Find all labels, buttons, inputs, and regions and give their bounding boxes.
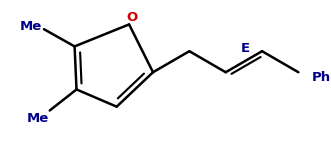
- Text: Ph: Ph: [312, 71, 331, 84]
- Text: Me: Me: [27, 112, 49, 125]
- Text: Me: Me: [20, 20, 42, 33]
- Text: O: O: [126, 11, 138, 24]
- Text: E: E: [241, 42, 250, 55]
